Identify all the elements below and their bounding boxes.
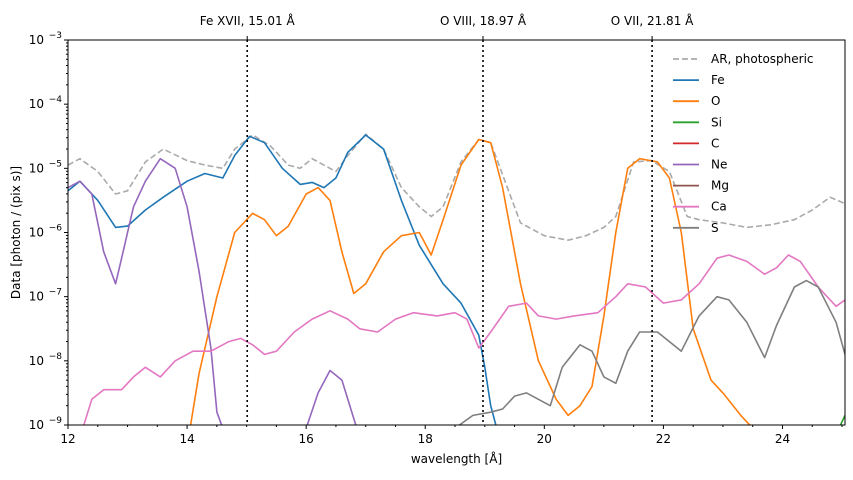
legend: AR, photospheric Fe O Si C Ne Mg Ca S	[673, 52, 814, 235]
y-axis-title: Data [photon / (pix s)]	[9, 166, 23, 299]
y-axis-ticks: 10 −9 10 −8 10 −7 10 −6 10 −5 10 −4 10 −3	[29, 31, 68, 432]
y-tick-label: 10	[29, 226, 44, 240]
reference-line-label: O VII, 21.81 Å	[611, 13, 694, 28]
reference-line-label: Fe XVII, 15.01 Å	[200, 13, 296, 28]
y-tick-exponent: −8	[49, 352, 63, 362]
series-line-ne	[68, 157, 223, 425]
x-tick-label: 14	[179, 432, 194, 446]
series-line-ar-photospheric	[68, 133, 845, 241]
y-tick-label: 10	[29, 418, 44, 432]
y-tick-label: 10	[29, 354, 44, 368]
series-line-ne	[306, 369, 357, 425]
y-tick-label: 10	[29, 33, 44, 47]
x-tick-label: 24	[775, 432, 790, 446]
y-tick-label: 10	[29, 97, 44, 111]
legend-label: O	[711, 94, 720, 108]
legend-label: AR, photospheric	[711, 52, 814, 66]
x-axis-title: wavelength [Å]	[411, 451, 502, 466]
legend-label: Mg	[711, 179, 729, 193]
legend-label: Si	[711, 115, 722, 129]
x-tick-label: 16	[299, 432, 314, 446]
legend-label: Ca	[711, 200, 727, 214]
y-tick-exponent: −3	[49, 31, 62, 41]
reference-lines	[246, 40, 653, 425]
data-lines	[68, 133, 845, 425]
series-line-si	[839, 415, 845, 425]
series-line-o	[189, 138, 751, 425]
legend-label: Fe	[711, 73, 725, 87]
y-tick-label: 10	[29, 161, 44, 175]
x-tick-label: 22	[656, 432, 671, 446]
y-tick-exponent: −6	[49, 224, 63, 234]
x-tick-label: 12	[60, 432, 75, 446]
y-tick-exponent: −9	[49, 416, 63, 426]
legend-label: C	[711, 136, 719, 150]
y-tick-exponent: −5	[49, 159, 62, 169]
legend-label: Ne	[711, 158, 727, 172]
series-line-ca	[83, 254, 845, 425]
series-line-fe	[68, 134, 497, 425]
x-axis-ticks: 12 14 16 18 20 22 24	[60, 425, 843, 446]
x-tick-label: 20	[537, 432, 552, 446]
legend-label: S	[711, 221, 719, 235]
y-tick-label: 10	[29, 290, 44, 304]
y-tick-exponent: −7	[49, 288, 62, 298]
y-tick-exponent: −4	[49, 95, 63, 105]
reference-line-labels: Fe XVII, 15.01 Å O VIII, 18.97 Å O VII, 21…	[200, 13, 694, 40]
reference-line-label: O VIII, 18.97 Å	[440, 13, 527, 28]
x-tick-label: 18	[418, 432, 433, 446]
axes-frame	[67, 39, 846, 426]
series-line-s	[458, 279, 845, 425]
